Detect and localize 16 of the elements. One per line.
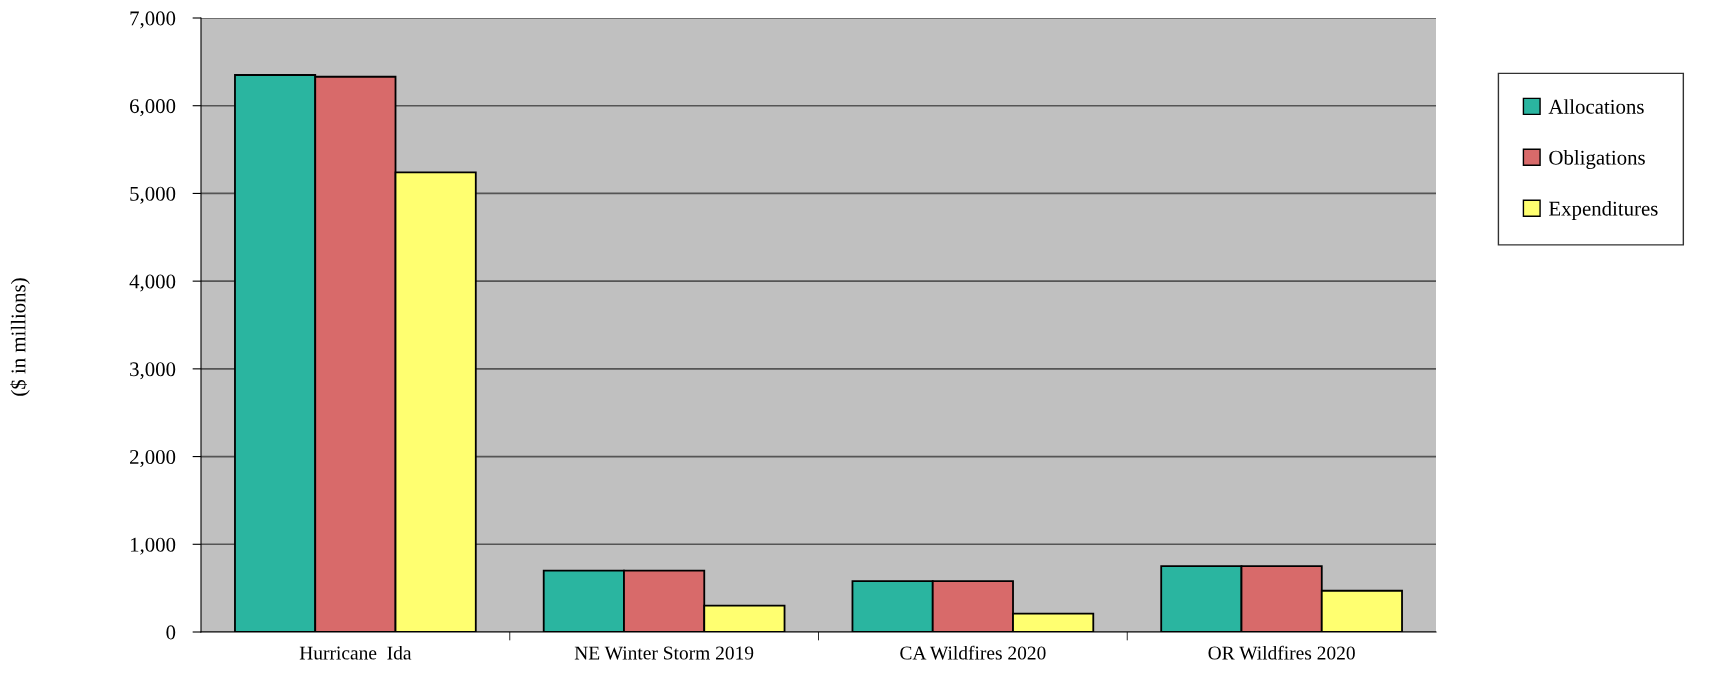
y-tick-label: 5,000 [130,186,176,204]
x-tick-label: OR Wildfires 2020 [1208,645,1355,660]
y-axis-title: ($ in millions) [10,278,30,396]
y-tick-label: 0 [166,625,176,640]
legend-label: Allocations [1548,99,1644,114]
x-tick-label: Hurricane Ida [299,645,412,660]
x-tick-label: NE Winter Storm 2019 [574,646,754,660]
x-tick-label: CA Wildfires 2020 [900,645,1046,660]
legend-label: Obligations [1549,150,1645,170]
y-tick-label: 2,000 [130,449,176,467]
y-tick-label: 3,000 [130,362,176,380]
y-tick-label: 7,000 [130,11,176,29]
y-tick-label: 1,000 [130,537,176,555]
y-tick-label: 6,000 [130,99,176,117]
y-tick-label: 4,000 [129,274,176,292]
legend-label: Expenditures [1549,201,1658,220]
